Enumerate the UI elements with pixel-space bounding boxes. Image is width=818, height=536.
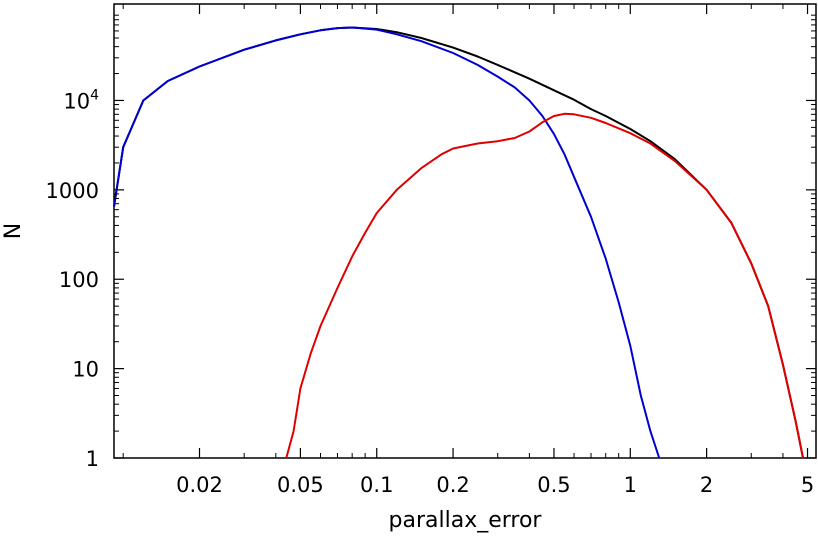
y-tick-label-exponent: 4 [90, 87, 99, 103]
x-tick-label: 0.5 [537, 473, 570, 497]
y-axis-label: N [1, 223, 26, 239]
x-axis-label: parallax_error [389, 508, 543, 533]
y-tick-label: 10 [72, 358, 99, 382]
x-tick-label: 0.1 [360, 473, 393, 497]
series-line-2 [285, 112, 804, 459]
plot-frame [113, 3, 817, 459]
y-tick-label: 104 [63, 87, 99, 113]
y-tick-label: 1 [86, 447, 99, 471]
x-tick-label: 0.02 [176, 473, 223, 497]
x-tick-label: 0.2 [436, 473, 469, 497]
series-line-1 [113, 26, 661, 459]
series-line-0 [113, 26, 804, 459]
y-tick-label: 100 [59, 268, 99, 292]
x-tick-label: 2 [700, 473, 713, 497]
series-layer [113, 26, 804, 459]
x-tick-label: 5 [801, 473, 814, 497]
y-tick-label: 1000 [46, 179, 99, 203]
y-tick-label-base: 10 [63, 89, 90, 113]
x-tick-label: 1 [624, 473, 637, 497]
x-tick-label: 0.05 [277, 473, 324, 497]
